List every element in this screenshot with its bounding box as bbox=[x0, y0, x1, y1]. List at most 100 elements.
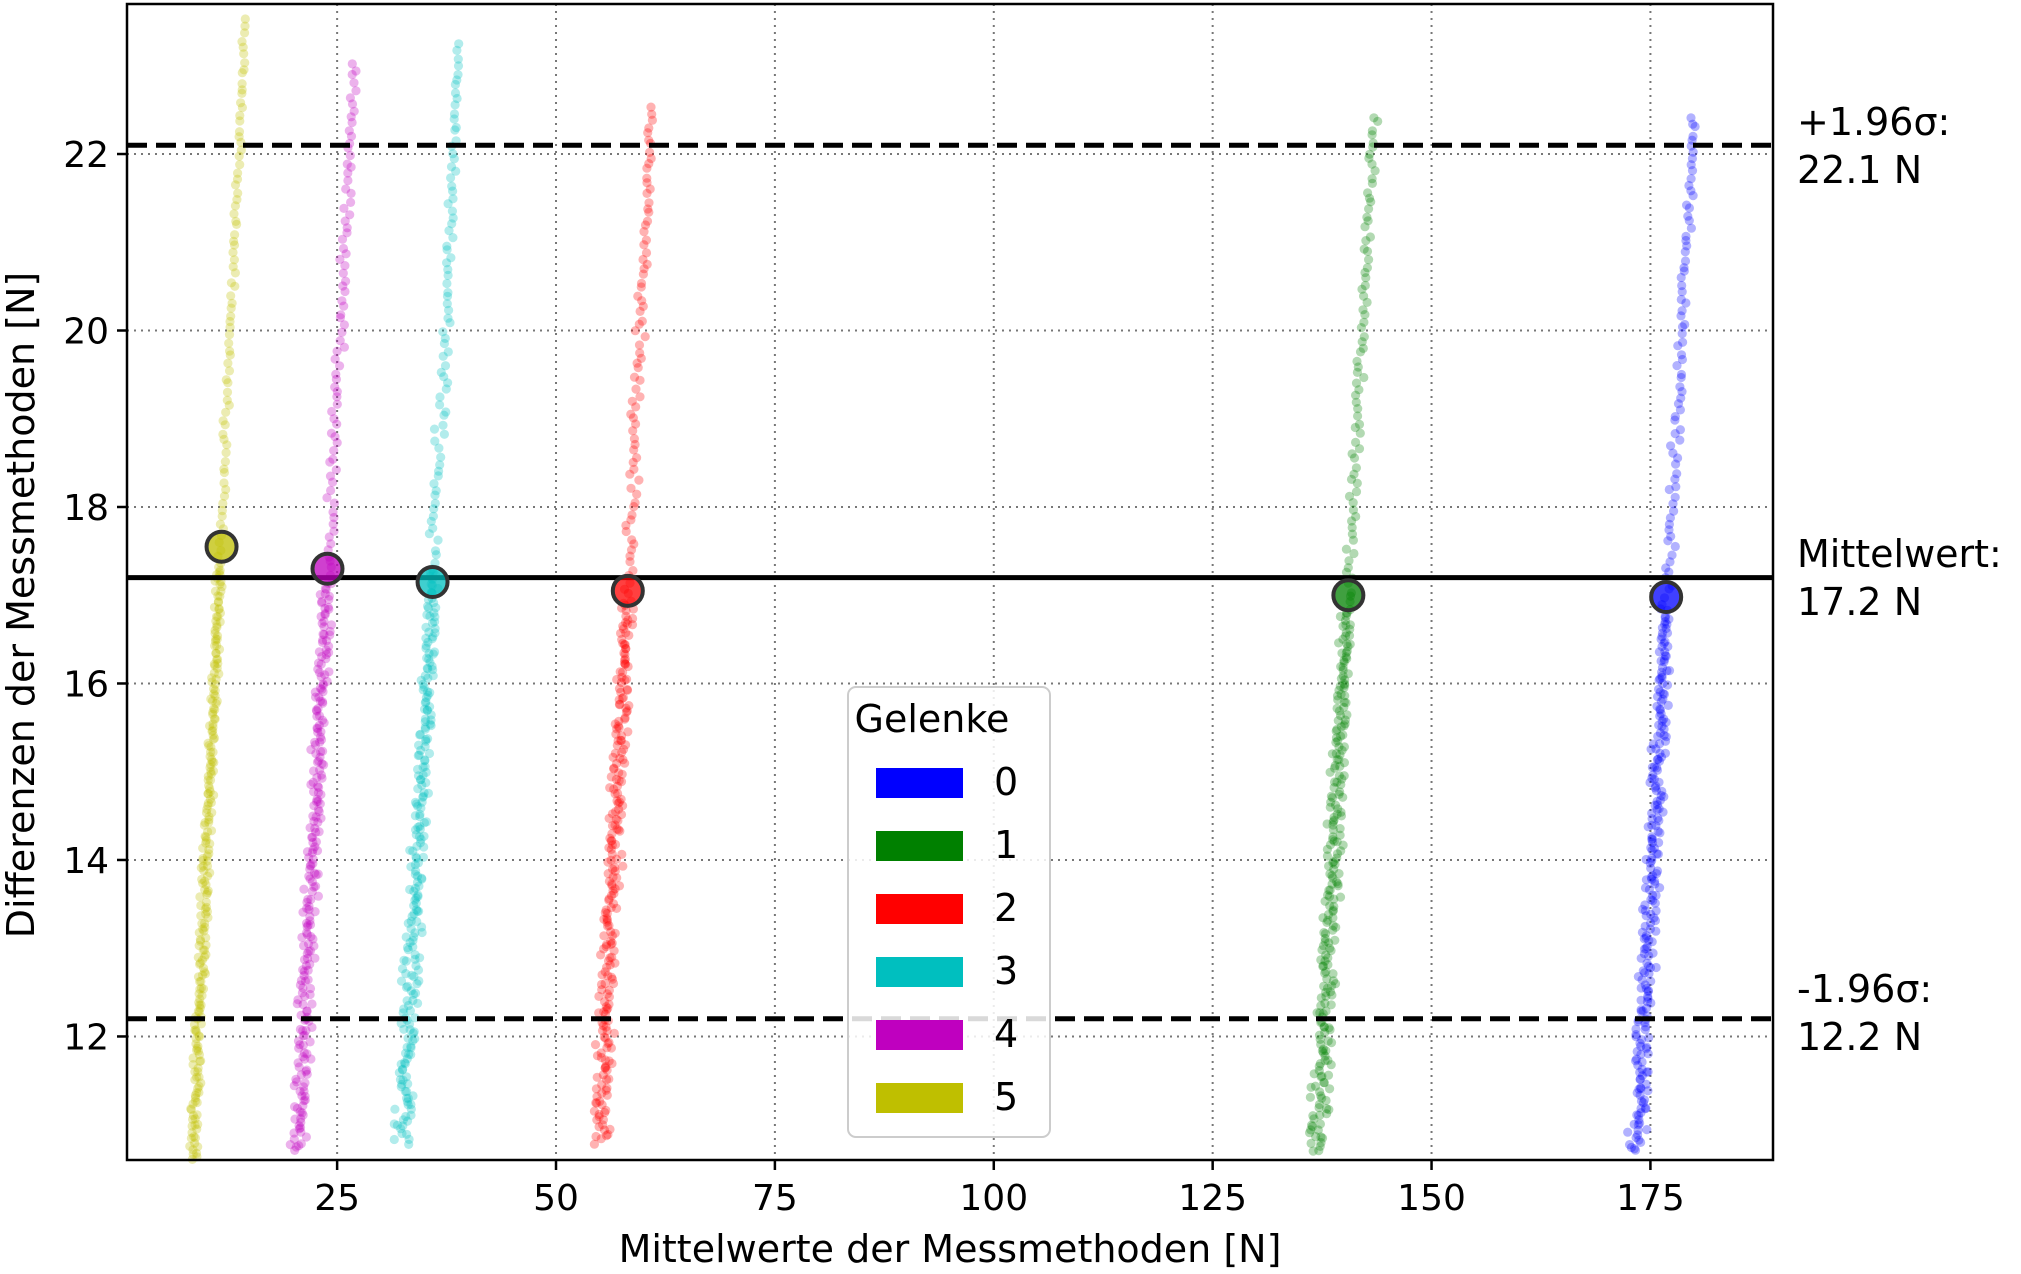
point-group-3 bbox=[428, 671, 438, 681]
point-group-1 bbox=[1335, 710, 1346, 721]
point-group-4 bbox=[306, 860, 316, 870]
point-group-5 bbox=[225, 322, 235, 332]
point-group-2 bbox=[602, 989, 613, 999]
point-group-5 bbox=[215, 617, 225, 627]
point-group-4 bbox=[303, 894, 313, 904]
point-group-4 bbox=[306, 1054, 316, 1064]
point-group-0 bbox=[1635, 1038, 1645, 1048]
point-group-4 bbox=[306, 745, 316, 755]
point-group-5 bbox=[234, 127, 245, 137]
point-group-5 bbox=[210, 586, 221, 596]
point-group-4 bbox=[325, 630, 335, 640]
point-group-2 bbox=[601, 1105, 611, 1115]
point-group-5 bbox=[190, 1138, 200, 1148]
point-group-5 bbox=[211, 616, 221, 626]
point-group-1 bbox=[1318, 961, 1328, 971]
point-group-4 bbox=[318, 635, 328, 645]
point-group-2 bbox=[601, 1022, 611, 1032]
point-group-0 bbox=[1660, 617, 1670, 627]
point-group-5 bbox=[215, 565, 225, 576]
point-group-4 bbox=[343, 175, 353, 186]
point-group-3 bbox=[442, 258, 452, 268]
point-group-3 bbox=[412, 877, 423, 887]
point-group-1 bbox=[1357, 284, 1367, 294]
point-group-0 bbox=[1688, 119, 1698, 129]
point-group-2 bbox=[594, 1112, 604, 1122]
point-group-4 bbox=[343, 168, 353, 178]
point-group-2 bbox=[607, 829, 617, 839]
point-group-3 bbox=[424, 529, 434, 539]
point-group-0 bbox=[1651, 869, 1662, 879]
legend-swatch-0 bbox=[876, 768, 963, 798]
point-group-5 bbox=[212, 620, 222, 630]
point-group-3 bbox=[415, 775, 426, 785]
point-group-2 bbox=[596, 1052, 607, 1063]
point-group-5 bbox=[193, 1046, 203, 1056]
point-group-5 bbox=[210, 705, 220, 715]
point-group-5 bbox=[201, 933, 211, 943]
point-group-1 bbox=[1362, 297, 1372, 307]
point-group-2 bbox=[614, 723, 624, 733]
point-group-0 bbox=[1647, 890, 1658, 900]
point-group-3 bbox=[440, 333, 450, 343]
point-group-5 bbox=[196, 1019, 206, 1029]
point-group-0 bbox=[1632, 1110, 1642, 1120]
point-group-5 bbox=[190, 1025, 200, 1035]
point-group-3 bbox=[452, 75, 462, 85]
point-group-4 bbox=[319, 630, 329, 640]
point-group-5 bbox=[215, 519, 225, 529]
point-group-3 bbox=[430, 647, 440, 657]
point-group-0 bbox=[1662, 680, 1673, 690]
point-group-2 bbox=[603, 1129, 613, 1140]
point-group-3 bbox=[431, 603, 441, 613]
point-group-1 bbox=[1336, 779, 1346, 790]
point-group-0 bbox=[1673, 399, 1684, 409]
point-group-5 bbox=[209, 790, 219, 800]
point-group-4 bbox=[301, 1132, 311, 1142]
point-group-4 bbox=[319, 616, 329, 627]
point-group-4 bbox=[316, 747, 326, 757]
point-group-4 bbox=[314, 720, 324, 731]
point-group-1 bbox=[1328, 858, 1338, 868]
mean-marker-group-3 bbox=[415, 565, 450, 599]
point-group-5 bbox=[196, 976, 206, 987]
point-group-3 bbox=[423, 734, 433, 744]
point-group-0 bbox=[1670, 541, 1680, 552]
point-group-2 bbox=[620, 758, 630, 768]
point-group-1 bbox=[1367, 126, 1377, 136]
point-group-0 bbox=[1672, 361, 1682, 371]
point-group-4 bbox=[313, 805, 323, 815]
point-group-5 bbox=[234, 151, 244, 161]
mean-markers bbox=[204, 529, 1684, 615]
point-group-1 bbox=[1339, 655, 1349, 666]
point-group-5 bbox=[207, 757, 218, 767]
point-group-3 bbox=[398, 1121, 408, 1131]
point-group-5 bbox=[217, 582, 227, 592]
point-group-5 bbox=[207, 677, 217, 687]
point-group-2 bbox=[600, 967, 610, 977]
point-group-2 bbox=[623, 727, 633, 737]
point-group-3 bbox=[417, 780, 427, 790]
point-group-1 bbox=[1365, 149, 1375, 159]
point-group-1 bbox=[1330, 777, 1340, 787]
point-group-0 bbox=[1643, 822, 1653, 832]
point-group-4 bbox=[318, 679, 328, 689]
point-group-3 bbox=[414, 832, 425, 842]
point-group-0 bbox=[1642, 958, 1652, 968]
point-group-5 bbox=[198, 963, 209, 973]
point-group-5 bbox=[210, 714, 220, 724]
point-group-1 bbox=[1344, 631, 1355, 641]
point-group-2 bbox=[592, 1072, 602, 1082]
point-group-2 bbox=[600, 1063, 610, 1073]
point-group-1 bbox=[1321, 1095, 1331, 1106]
point-group-5 bbox=[201, 832, 211, 842]
point-group-4 bbox=[312, 711, 322, 722]
point-group-3 bbox=[428, 511, 438, 521]
point-group-4 bbox=[302, 928, 312, 938]
point-group-1 bbox=[1332, 837, 1342, 847]
point-group-1 bbox=[1358, 343, 1368, 353]
point-group-2 bbox=[600, 1107, 610, 1118]
point-group-5 bbox=[192, 1045, 202, 1055]
